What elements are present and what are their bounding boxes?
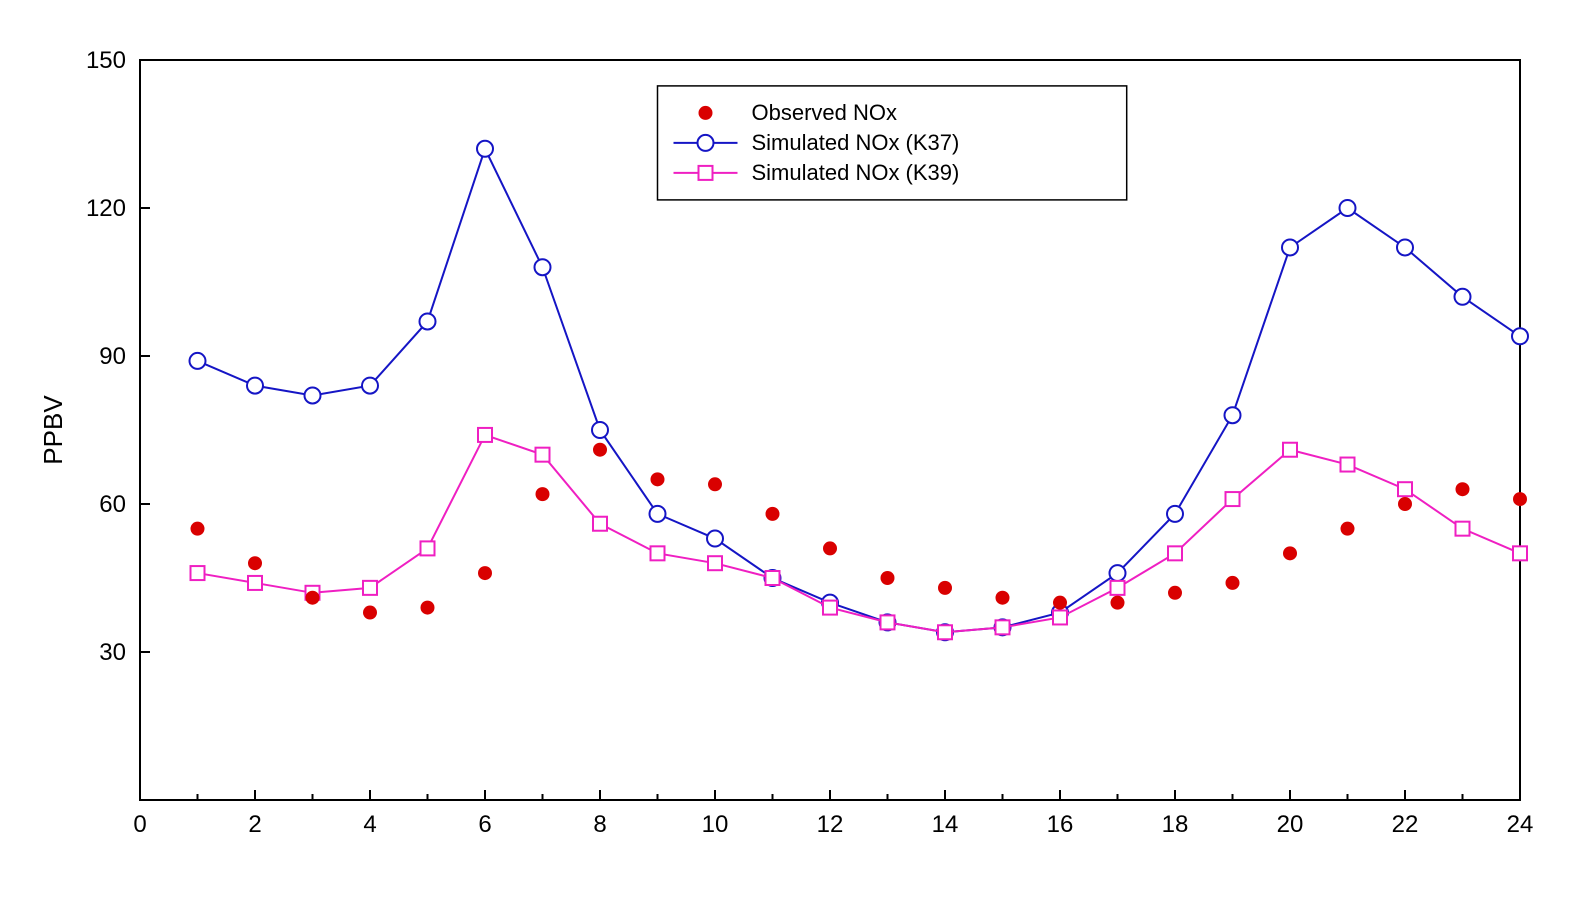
x-tick-label: 8	[593, 811, 606, 838]
x-tick-label: 10	[702, 811, 729, 838]
legend-label: Simulated NOx (K37)	[752, 130, 960, 155]
x-tick-label: 4	[363, 811, 376, 838]
chart-svg: 024681012141618202224306090120150PPBVObs…	[0, 0, 1596, 900]
y-tick-label: 60	[99, 491, 126, 518]
y-tick-label: 150	[86, 47, 126, 74]
x-tick-label: 6	[478, 811, 491, 838]
legend-label: Simulated NOx (K39)	[752, 160, 960, 185]
y-tick-label: 30	[99, 639, 126, 666]
y-axis-label: PPBV	[38, 395, 68, 465]
x-tick-label: 12	[817, 811, 844, 838]
x-tick-label: 0	[133, 811, 146, 838]
nox-chart: 024681012141618202224306090120150PPBVObs…	[0, 0, 1596, 900]
x-tick-label: 20	[1277, 811, 1304, 838]
y-tick-label: 90	[99, 343, 126, 370]
x-tick-label: 2	[248, 811, 261, 838]
legend-label: Observed NOx	[752, 100, 898, 125]
x-tick-label: 22	[1392, 811, 1419, 838]
legend: Observed NOx Simulated NOx (K37) Simulated…	[658, 86, 1127, 200]
y-tick-label: 120	[86, 195, 126, 222]
x-tick-label: 16	[1047, 811, 1074, 838]
x-tick-label: 14	[932, 811, 959, 838]
x-tick-label: 18	[1162, 811, 1189, 838]
x-tick-label: 24	[1507, 811, 1534, 838]
